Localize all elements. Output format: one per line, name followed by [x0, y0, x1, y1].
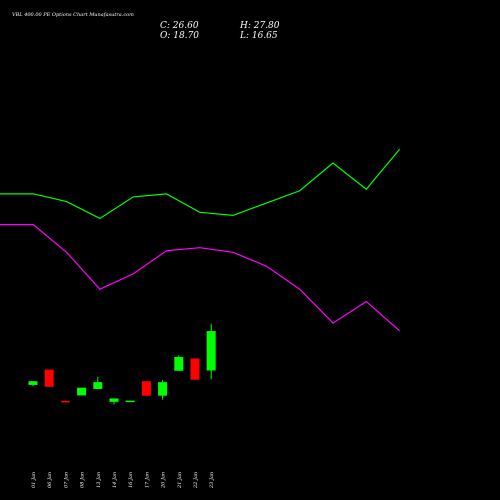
candle-body	[125, 400, 135, 403]
x-tick-label: 01 Jan	[31, 472, 37, 488]
x-tick-label: 23 Jan	[209, 472, 215, 489]
lower-band-line	[0, 224, 400, 332]
candle-body	[206, 331, 216, 371]
candle-body	[190, 358, 200, 380]
candle	[60, 400, 70, 403]
candle	[174, 355, 184, 371]
chart-title: VBL 400.00 PE Options Chart Munafasutra.…	[12, 12, 134, 18]
candle	[109, 398, 119, 405]
candle-body	[93, 382, 103, 389]
candle-body	[174, 356, 184, 371]
candle	[28, 381, 38, 387]
candle	[125, 400, 135, 403]
candle	[190, 358, 200, 380]
x-axis-ticks: 01 Jan 06 Jan 07 Jan 08 Jan 13 Jan 14 Jan 16 J…	[31, 472, 215, 489]
low-value: L: 16.65	[239, 31, 278, 41]
close-value: C: 26.60	[160, 21, 199, 31]
candle	[206, 323, 216, 380]
candle-body	[60, 400, 70, 403]
open-value: O: 18.70	[160, 31, 199, 41]
x-tick-label: 06 Jan	[47, 472, 53, 488]
x-tick-label: 14 Jan	[112, 472, 118, 488]
x-tick-label: 13 Jan	[96, 472, 102, 488]
x-tick-label: 16 Jan	[128, 472, 134, 488]
candle	[93, 376, 103, 389]
x-tick-label: 08 Jan	[80, 472, 86, 488]
x-tick-label: 22 Jan	[193, 472, 199, 489]
candle	[158, 380, 168, 400]
candle-body	[28, 381, 38, 385]
bands-layer	[0, 148, 401, 332]
candle-body	[77, 387, 87, 396]
candle-body	[44, 369, 54, 387]
x-tick-label: 21 Jan	[177, 472, 183, 489]
candle	[44, 369, 54, 387]
candle	[141, 381, 151, 397]
x-tick-label: 07 Jan	[63, 472, 69, 488]
high-value: H: 27.80	[239, 21, 280, 31]
candle-body	[141, 381, 151, 396]
ohlc-readout: C: 26.60 H: 27.80 O: 18.70 L: 16.65	[160, 21, 280, 41]
x-tick-label: 17 Jan	[144, 472, 150, 488]
candle	[77, 387, 87, 396]
x-tick-label: 20 Jan	[161, 472, 167, 489]
candle-body	[158, 382, 168, 396]
candles-layer	[28, 323, 216, 405]
upper-band-line	[0, 148, 401, 220]
candle-body	[109, 398, 119, 402]
